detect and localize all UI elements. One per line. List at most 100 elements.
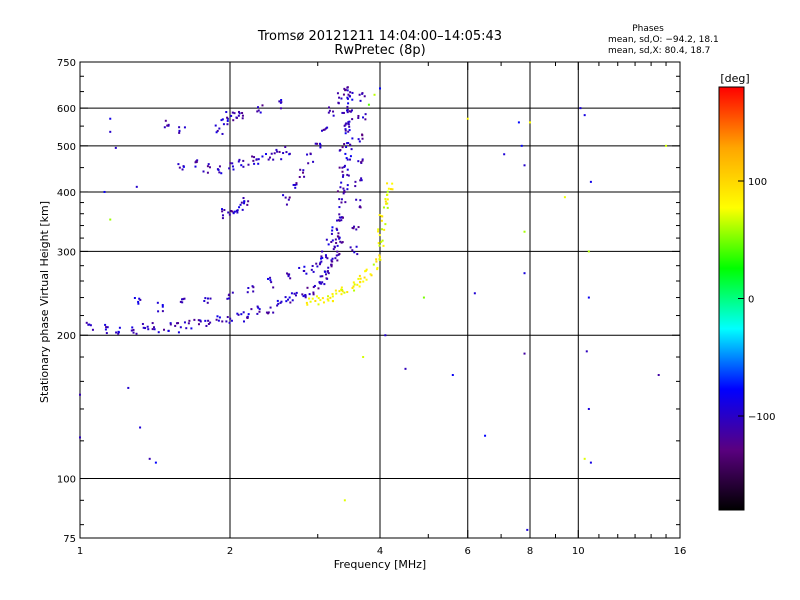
data-point (529, 121, 531, 124)
data-point (344, 123, 347, 126)
data-point (382, 244, 385, 247)
x-axis-label: Frequency [MHz] (334, 558, 426, 571)
data-point (169, 323, 172, 326)
data-point (132, 328, 135, 331)
data-point (242, 165, 245, 168)
data-point (378, 255, 381, 258)
data-point (473, 292, 476, 295)
data-point (161, 310, 164, 313)
data-point (243, 202, 246, 205)
data-point (334, 238, 337, 241)
data-point (137, 300, 140, 303)
data-point (359, 206, 362, 209)
data-point (221, 217, 224, 220)
data-point (302, 171, 305, 174)
data-point (318, 263, 321, 266)
data-point (330, 265, 333, 268)
data-point (250, 308, 253, 311)
data-point (380, 240, 383, 243)
data-point (204, 319, 207, 322)
data-point (318, 281, 321, 284)
data-point (347, 93, 350, 96)
data-point (384, 334, 387, 337)
data-point (346, 168, 349, 171)
data-point (341, 175, 344, 178)
data-point (347, 142, 350, 145)
data-point (358, 274, 361, 277)
data-point (231, 291, 234, 294)
data-point (239, 203, 242, 206)
data-point (351, 118, 354, 121)
y-tick-label: 750 (57, 58, 76, 69)
data-point (166, 124, 169, 127)
data-point (265, 311, 268, 314)
data-point (332, 114, 335, 117)
data-point (231, 162, 234, 165)
data-point (335, 292, 338, 295)
data-point (342, 93, 345, 96)
data-point (336, 250, 339, 253)
data-point (278, 150, 281, 153)
data-point (135, 185, 138, 188)
data-point (151, 322, 154, 325)
data-point (328, 109, 331, 112)
data-point (364, 113, 367, 116)
y-tick-label: 300 (57, 247, 76, 258)
data-point (346, 173, 349, 176)
data-point (202, 170, 205, 173)
data-point (357, 138, 360, 141)
data-point (339, 240, 342, 243)
x-tick-label: 2 (227, 546, 233, 557)
data-point (255, 158, 258, 161)
data-point (353, 283, 356, 286)
data-point (157, 331, 160, 334)
data-point (359, 199, 362, 202)
data-point (221, 208, 224, 211)
data-point (363, 95, 366, 98)
data-point (587, 407, 590, 410)
data-point (279, 301, 282, 304)
data-point (404, 367, 407, 370)
data-point (380, 228, 383, 231)
data-point (294, 183, 297, 186)
data-point (325, 273, 328, 276)
data-point (91, 328, 94, 331)
data-point (223, 209, 226, 212)
data-point (391, 182, 394, 185)
data-point (361, 159, 364, 162)
data-point (115, 331, 118, 334)
data-point (302, 169, 305, 172)
x-tick-label: 10 (572, 546, 585, 557)
data-point (157, 310, 160, 313)
data-point (287, 298, 290, 301)
data-point (284, 145, 287, 148)
data-point (386, 182, 389, 185)
data-point (207, 163, 210, 166)
data-point (232, 168, 235, 171)
data-point (343, 143, 346, 146)
data-point (232, 212, 235, 215)
data-point (320, 255, 323, 258)
data-point (151, 328, 154, 331)
data-point (320, 260, 323, 263)
data-point (240, 313, 243, 316)
data-point (360, 161, 363, 164)
data-point (325, 277, 328, 280)
data-point (105, 326, 108, 329)
data-point (222, 123, 225, 126)
data-point (217, 168, 220, 171)
data-point (231, 210, 234, 213)
data-point (177, 331, 180, 334)
data-point (206, 297, 209, 300)
data-point (269, 276, 272, 279)
colorbar-tick-label: 0 (748, 295, 754, 306)
data-point (137, 302, 140, 305)
data-point (146, 325, 149, 328)
data-point (364, 118, 367, 121)
data-point (238, 158, 241, 161)
data-point (327, 266, 330, 269)
data-point (278, 100, 281, 103)
data-point (167, 124, 170, 127)
data-point (181, 301, 184, 304)
data-point (221, 320, 224, 323)
